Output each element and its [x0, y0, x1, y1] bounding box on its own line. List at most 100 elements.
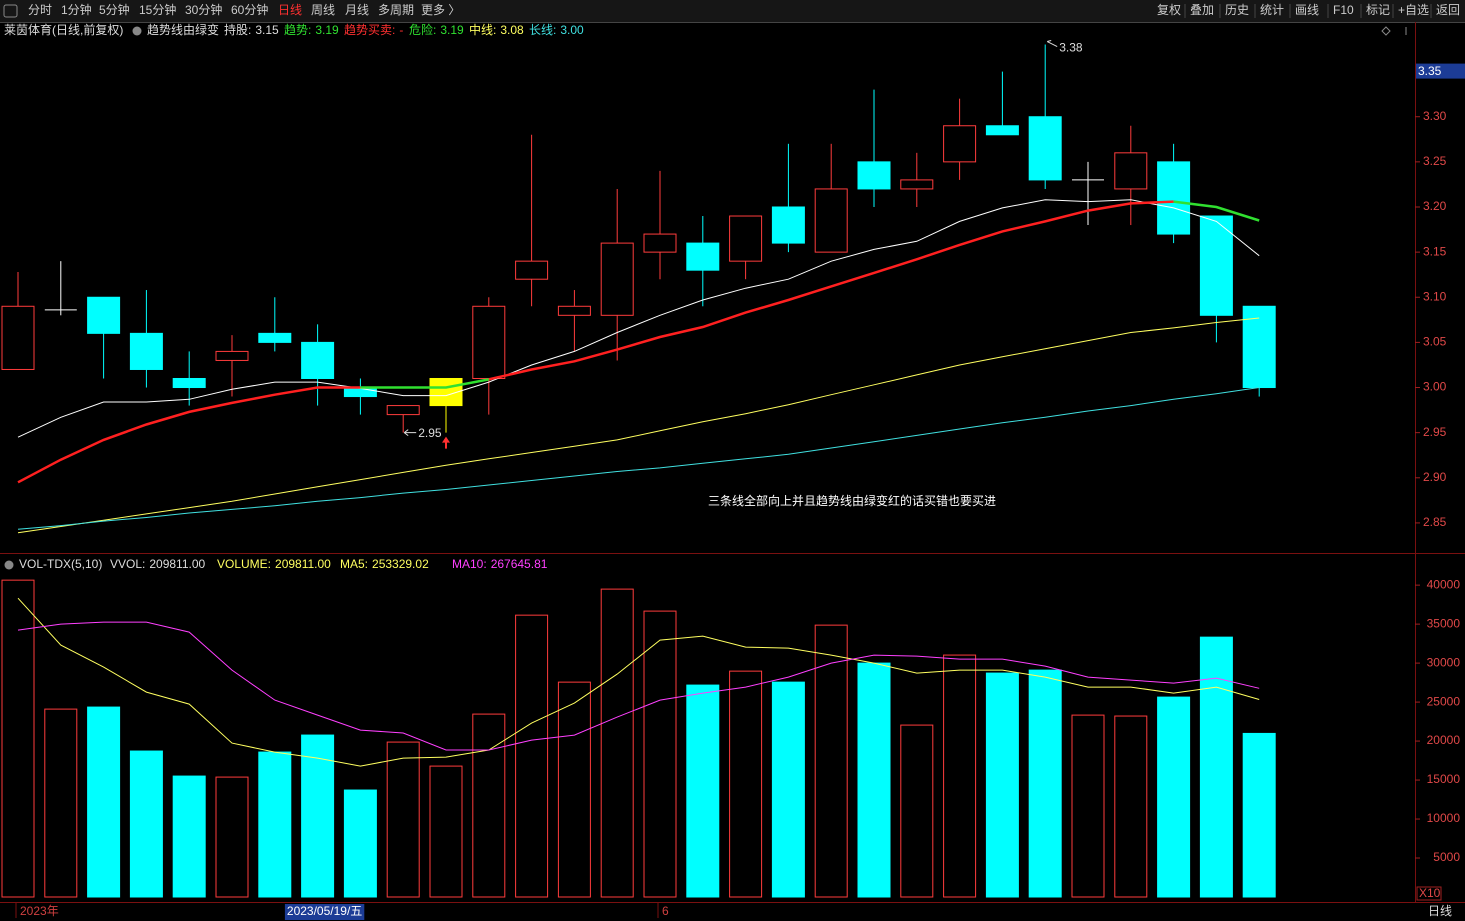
volume-bar [857, 662, 891, 898]
volume-bar [215, 776, 249, 898]
cursor-price-label: 3.35 [1418, 64, 1442, 78]
y-tick-label: 40000 [1427, 577, 1461, 591]
candle-body [1, 305, 35, 370]
toolbar-tab[interactable]: 月线 [345, 3, 369, 17]
indicator-value: 3.15 [255, 23, 279, 37]
y-tick-label: 3.05 [1423, 335, 1447, 349]
y-tick-label: 5000 [1433, 850, 1460, 864]
volume-menu-icon[interactable] [4, 560, 14, 570]
indicator-value: - [399, 23, 403, 37]
indicator-label: MA5: [340, 557, 368, 571]
indicator-label: VVOL: [110, 557, 145, 571]
unit-label: X10 [1419, 886, 1441, 900]
candle-body [985, 125, 1019, 136]
toolbar-button[interactable]: 叠加 [1190, 3, 1214, 17]
candle-body [600, 242, 634, 316]
indicator-line [17, 200, 1174, 484]
candle-body [301, 341, 335, 379]
toolbar-tab[interactable]: 5分钟 [99, 2, 130, 17]
toolbar-button[interactable]: F10 [1333, 3, 1354, 17]
volume-bar [301, 734, 335, 898]
indicator-value: 3.19 [440, 23, 464, 37]
indicator-line [360, 200, 1260, 389]
volume-bar [343, 789, 377, 898]
min-pointer [403, 429, 417, 437]
candle-body [557, 305, 591, 316]
y-tick-label: 3.20 [1423, 199, 1447, 213]
candle-body [643, 233, 677, 253]
toolbar-tab[interactable]: 30分钟 [185, 2, 222, 17]
volume-bar [429, 765, 463, 898]
toolbar-button[interactable]: 历史 [1225, 3, 1249, 17]
volume-bar [557, 681, 591, 898]
volume-bar [1028, 669, 1062, 898]
x-tick-label: 2023年 [20, 904, 59, 918]
period-label: 日线 [1428, 904, 1452, 918]
y-tick-label: 3.15 [1423, 244, 1447, 258]
volume-bar [814, 624, 848, 898]
candle-body [386, 405, 420, 416]
toolbar-tab[interactable]: 分时 [28, 3, 52, 17]
indicator-menu-icon[interactable] [132, 26, 142, 36]
toolbar-tab[interactable]: 更多 〉 [421, 3, 460, 17]
candle-body [1242, 305, 1276, 389]
volume-bar [44, 708, 78, 898]
y-tick-label: 3.30 [1423, 109, 1447, 123]
annotation: 三条线全部向上并且趋势线由绿变红的话买错也要买进 [708, 493, 996, 508]
toolbar [0, 0, 1465, 22]
toolbar-tab[interactable]: 60分钟 [231, 2, 268, 17]
indicator-label: VOLUME: [217, 557, 271, 571]
toolbar-tab[interactable]: 15分钟 [139, 2, 176, 17]
indicator-value: 209811.00 [275, 557, 331, 571]
candle-body [857, 161, 891, 190]
volume-bar [472, 713, 506, 898]
toolbar-tab[interactable]: 多周期 [378, 3, 414, 17]
max-pointer [1046, 40, 1058, 47]
toolbar-button[interactable]: 复权 [1157, 3, 1181, 17]
indicator-value: 3.19 [315, 23, 339, 37]
indicator-line [17, 597, 1260, 767]
y-tick-label: 25000 [1427, 694, 1461, 708]
indicator-value: 3.08 [500, 23, 524, 37]
min-label: 2.95 [418, 426, 442, 440]
indicator-value: 253329.02 [372, 557, 429, 571]
volume-bar [729, 670, 763, 898]
toolbar-tab[interactable]: 周线 [311, 3, 335, 17]
y-tick-label: 2.85 [1423, 515, 1447, 529]
candle-body [172, 377, 206, 389]
toolbar-button[interactable]: 标记 [1366, 3, 1390, 17]
candle-body [1028, 116, 1062, 181]
expand-icon[interactable] [1381, 26, 1391, 36]
volume-bar [771, 681, 805, 898]
volume-bar [985, 672, 1019, 898]
indicator: 危险: 3.19 [409, 22, 464, 37]
toolbar-button[interactable]: +自选 [1398, 3, 1429, 17]
chart-subtitle: 趋势线由绿变 [147, 22, 219, 37]
toolbar-button[interactable]: 返回 [1436, 3, 1460, 17]
candle-body [900, 179, 934, 190]
candle-body [686, 242, 720, 271]
candle-body [215, 350, 249, 361]
toolbar-button[interactable]: 画线 [1295, 3, 1319, 17]
toolbar-tab[interactable]: 1分钟 [61, 2, 92, 17]
indicator-label: 趋势买卖: [344, 23, 395, 37]
y-tick-label: 3.25 [1423, 154, 1447, 168]
volume-bar [1157, 696, 1191, 898]
candle-body [1199, 215, 1233, 316]
indicator-line [17, 199, 1260, 438]
indicator-label: 趋势: [284, 23, 311, 37]
volume-bar [129, 750, 163, 898]
indicator-label: 持股: [224, 22, 251, 37]
max-label: 3.38 [1059, 41, 1083, 55]
cursor-price-box [1416, 63, 1465, 79]
y-tick-label: 3.00 [1423, 380, 1447, 394]
volume-bar [1114, 715, 1148, 898]
candle-body [515, 260, 549, 280]
toolbar-button[interactable]: 统计 [1260, 3, 1284, 17]
volume-bar [943, 654, 977, 898]
menu-icon[interactable] [3, 4, 18, 18]
y-tick-label: 15000 [1427, 772, 1461, 786]
toolbar-tab[interactable]: 日线 [278, 3, 302, 17]
indicator-value: 267645.81 [491, 557, 548, 571]
